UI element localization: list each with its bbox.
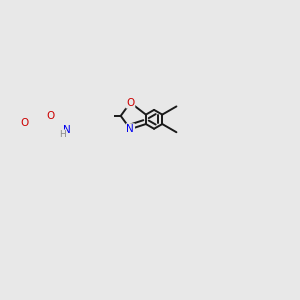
Text: N: N — [62, 125, 70, 135]
Text: O: O — [21, 118, 29, 128]
Text: H: H — [59, 130, 66, 139]
Text: O: O — [126, 98, 134, 108]
Text: O: O — [46, 111, 54, 121]
Text: N: N — [127, 124, 134, 134]
